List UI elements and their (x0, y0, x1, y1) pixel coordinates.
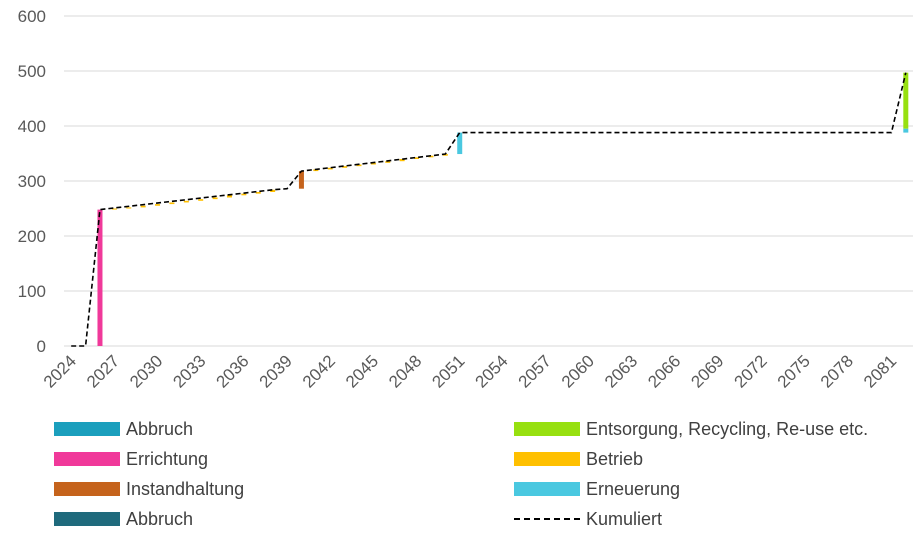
bar-segment (903, 128, 909, 133)
x-tick-label: 2063 (601, 351, 641, 391)
bar-segment (313, 169, 319, 172)
bar-segment (385, 161, 391, 163)
y-axis-ticks: 0 100 200 300 400 500 600 (18, 7, 46, 356)
x-tick-label: 2033 (169, 351, 209, 391)
gridlines (64, 15, 913, 347)
bar-segment (457, 132, 463, 155)
x-tick-label: 2027 (83, 351, 123, 391)
bar-segment (370, 162, 376, 165)
x-tick-label: 2048 (385, 351, 425, 391)
bar-segment (126, 207, 132, 209)
bar-segment (212, 197, 218, 200)
bar-segment (342, 166, 348, 168)
bar-segment (399, 159, 405, 162)
y-tick-label: 500 (18, 62, 46, 81)
x-tick-label: 2054 (472, 351, 512, 391)
x-tick-label: 2045 (342, 351, 382, 391)
bar-segments (97, 72, 909, 346)
bar-segment (111, 208, 117, 210)
x-tick-label: 2039 (256, 351, 296, 391)
bar-segment (255, 192, 261, 194)
x-tick-label: 2036 (213, 351, 253, 391)
y-tick-label: 300 (18, 172, 46, 191)
bar-segment (97, 209, 103, 346)
bar-segment (198, 199, 204, 201)
bar-segment (270, 189, 276, 192)
bar-segment (140, 205, 146, 208)
x-tick-label: 2081 (860, 351, 900, 391)
bar-segment (327, 167, 333, 170)
bar-segment (226, 195, 232, 198)
x-tick-label: 2066 (644, 351, 684, 391)
x-tick-label: 2075 (774, 351, 814, 391)
y-tick-label: 400 (18, 117, 46, 136)
x-tick-label: 2051 (428, 351, 468, 391)
x-tick-label: 2024 (40, 351, 80, 391)
y-tick-label: 200 (18, 227, 46, 246)
cumulative-line-group (71, 72, 907, 347)
bar-segment (414, 157, 420, 159)
bar-segment (155, 204, 161, 206)
x-tick-label: 2030 (126, 351, 166, 391)
bar-segment (241, 193, 247, 196)
bar-segment (169, 202, 175, 205)
bar-segment (183, 200, 189, 203)
bar-segment (298, 171, 304, 189)
x-tick-label: 2057 (515, 351, 555, 391)
cumulative-line (71, 72, 907, 347)
bar-segment (903, 72, 909, 129)
x-tick-label: 2072 (731, 351, 771, 391)
bar-segment (356, 164, 362, 167)
y-tick-label: 0 (37, 337, 46, 356)
x-tick-label: 2060 (558, 351, 598, 391)
x-tick-label: 2042 (299, 351, 339, 391)
y-tick-label: 100 (18, 282, 46, 301)
x-tick-label: 2069 (687, 351, 727, 391)
y-tick-label: 600 (18, 7, 46, 26)
bar-segment (442, 154, 448, 156)
x-axis-ticks: 2024 2027 2030 2033 2036 2039 2042 2045 2048 2051… (40, 351, 900, 391)
x-tick-label: 2078 (817, 351, 857, 391)
